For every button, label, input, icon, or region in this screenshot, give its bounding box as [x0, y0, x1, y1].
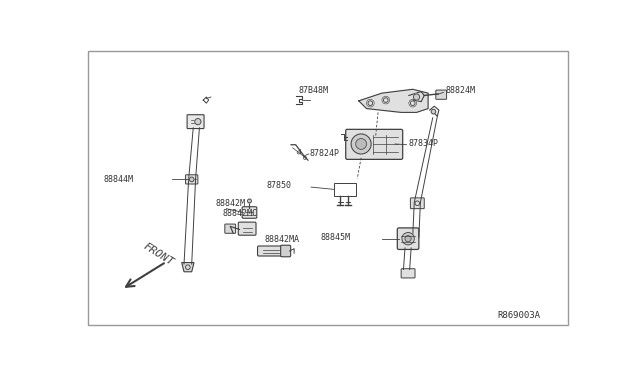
FancyBboxPatch shape: [281, 245, 291, 257]
Bar: [334, 183, 356, 196]
Circle shape: [195, 119, 201, 125]
Polygon shape: [359, 89, 428, 112]
Circle shape: [189, 177, 194, 182]
Circle shape: [248, 199, 252, 203]
Circle shape: [431, 109, 436, 114]
FancyBboxPatch shape: [401, 269, 415, 278]
FancyBboxPatch shape: [242, 207, 257, 218]
Polygon shape: [182, 263, 194, 272]
FancyBboxPatch shape: [187, 115, 204, 129]
Text: 88845M: 88845M: [320, 233, 350, 243]
Circle shape: [405, 235, 411, 242]
FancyBboxPatch shape: [436, 90, 447, 99]
FancyBboxPatch shape: [346, 129, 403, 159]
FancyBboxPatch shape: [186, 175, 198, 184]
Text: 87850: 87850: [266, 181, 291, 190]
Text: 87824P: 87824P: [310, 150, 339, 158]
FancyBboxPatch shape: [238, 222, 256, 235]
FancyBboxPatch shape: [257, 246, 283, 256]
Circle shape: [351, 134, 371, 154]
Text: FRONT: FRONT: [141, 242, 175, 268]
Circle shape: [356, 139, 367, 150]
Text: 87B48M: 87B48M: [299, 86, 329, 95]
Circle shape: [413, 94, 420, 100]
Text: 88824M: 88824M: [445, 86, 475, 95]
Text: 87834P: 87834P: [408, 139, 438, 148]
Text: 88842MC: 88842MC: [223, 209, 257, 218]
Text: R869003A: R869003A: [497, 311, 540, 320]
Text: 88842M: 88842M: [216, 199, 246, 208]
Text: 88842MA: 88842MA: [264, 235, 299, 244]
Text: 88844M: 88844M: [103, 175, 133, 184]
FancyBboxPatch shape: [410, 198, 424, 209]
FancyBboxPatch shape: [225, 224, 236, 233]
FancyBboxPatch shape: [397, 228, 419, 250]
Circle shape: [402, 232, 414, 245]
